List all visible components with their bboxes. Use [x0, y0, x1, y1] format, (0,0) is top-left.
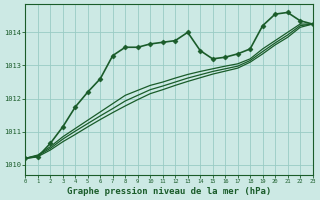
- X-axis label: Graphe pression niveau de la mer (hPa): Graphe pression niveau de la mer (hPa): [67, 187, 271, 196]
